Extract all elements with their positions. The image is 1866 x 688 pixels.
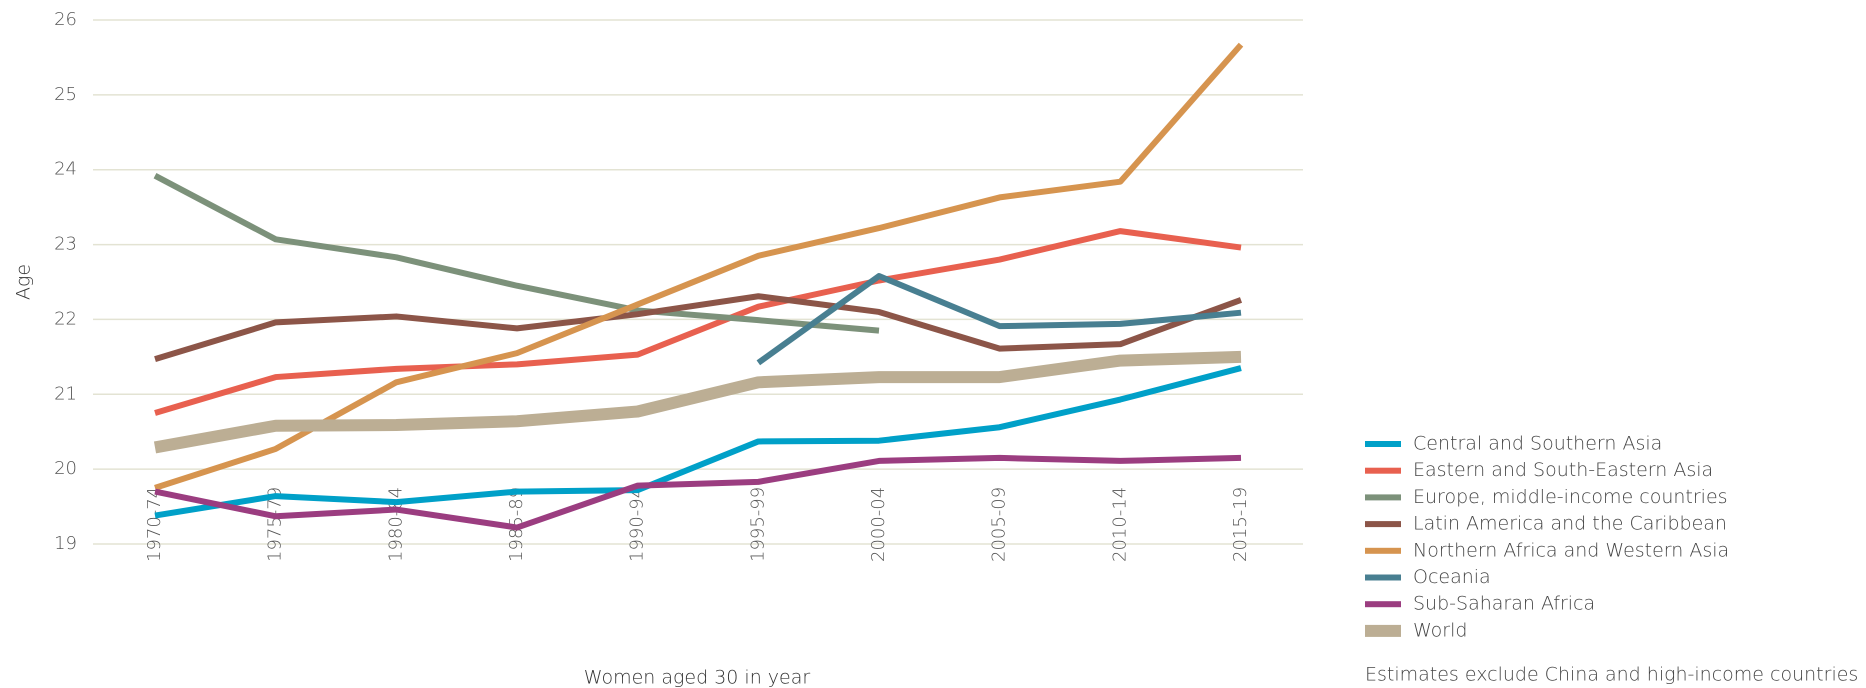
y-tick-label: 23 [54,234,77,255]
x-tick-label: 2000-04 [868,487,889,562]
x-tick-label: 1990-94 [627,487,648,562]
x-tick-label: 2010-14 [1109,487,1130,562]
legend-label: Oceania [1413,566,1491,588]
legend-swatch [1365,441,1401,447]
series-line [154,365,1242,519]
y-tick-label: 24 [54,159,77,180]
legend-swatch [1365,624,1401,637]
x-tick-label: 2005-09 [989,487,1010,562]
legend-label: Eastern and South-Eastern Asia [1413,459,1713,481]
y-tick-label: 20 [54,458,77,479]
legend-label: Northern Africa and Western Asia [1413,539,1729,561]
legend-swatch [1365,601,1401,608]
x-tick-label: 1995-99 [747,487,768,562]
legend-label: Europe, middle-income countries [1413,486,1728,508]
legend-swatch [1365,494,1401,501]
series-line [154,42,1244,491]
y-tick-label: 21 [54,383,77,404]
x-tick-label: 2015-19 [1230,487,1251,562]
legend-swatch [1365,521,1401,528]
x-tick-label: 1970-74 [144,487,165,562]
y-tick-label: 22 [54,308,77,329]
y-axis-label: Age [13,264,35,300]
series-line [154,454,1242,531]
legend-swatch [1365,574,1401,581]
y-tick-label: 19 [54,533,77,554]
y-tick-label: 25 [54,84,77,105]
legend-label: World [1413,619,1467,641]
series-line [154,293,1243,362]
legend-label: Sub-Saharan Africa [1413,593,1595,615]
series-line [756,273,1242,366]
legend-swatch [1365,467,1401,474]
series-line [153,350,1242,454]
y-tick-label: 26 [54,9,77,30]
x-tick-label: 1985-89 [506,487,527,562]
note: Estimates exclude China and high-income … [1365,664,1858,686]
series-line [153,173,880,334]
x-axis-label: Women aged 30 in year [584,667,811,688]
legend-label: Central and Southern Asia [1413,433,1662,455]
x-tick-label: 1975-79 [265,487,286,562]
series-line [154,228,1242,416]
legend-label: Latin America and the Caribbean [1413,513,1727,535]
x-tick-label: 1980-84 [385,487,406,562]
legend-swatch [1365,547,1401,554]
